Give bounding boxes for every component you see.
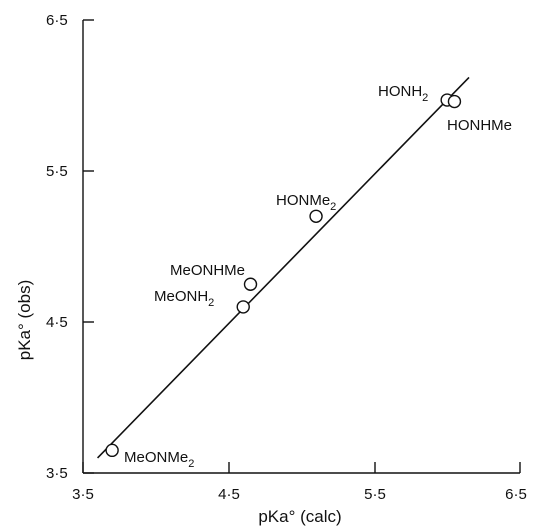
point-label-meonh2: MeONH2 — [154, 288, 214, 309]
y-ticks — [83, 19, 94, 474]
point-label-honh2: HONH2 — [378, 83, 428, 104]
point-labels: HONH2 HONHMe HONMe2 MeONHMe MeONH2 MeONM… — [124, 83, 512, 470]
x-tick-label: 3·5 — [72, 486, 94, 503]
y-tick-label: 6·5 — [46, 12, 68, 29]
x-tick-label: 6·5 — [505, 486, 527, 503]
y-axis-label: pKa° (obs) — [15, 280, 34, 361]
data-point-meonhme — [243, 277, 258, 291]
data-point-meonme2 — [105, 443, 119, 458]
data-point-meonh2 — [236, 300, 250, 314]
point-label-honhme: HONHMe — [447, 117, 512, 134]
x-axis-label: pKa° (calc) — [258, 507, 341, 526]
axes — [82, 20, 520, 474]
y-tick-labels: 3·5 4·5 5·5 6·5 — [46, 12, 68, 482]
point-label-meonhme: MeONHMe — [170, 262, 245, 279]
data-points — [105, 93, 462, 458]
y-tick-label: 3·5 — [46, 465, 68, 482]
x-tick-label: 5·5 — [364, 486, 386, 503]
point-label-honme2: HONMe2 — [276, 192, 336, 213]
y-tick-label: 5·5 — [46, 163, 68, 180]
fit-line — [96, 76, 470, 459]
data-point-honhme — [447, 94, 462, 109]
x-tick-labels: 3·5 4·5 5·5 6·5 — [72, 486, 527, 503]
x-tick-label: 4·5 — [218, 486, 240, 503]
y-tick-label: 4·5 — [46, 314, 68, 331]
data-point-honme2 — [309, 209, 323, 224]
point-label-meonme2: MeONMe2 — [124, 449, 194, 470]
x-ticks — [82, 462, 521, 473]
